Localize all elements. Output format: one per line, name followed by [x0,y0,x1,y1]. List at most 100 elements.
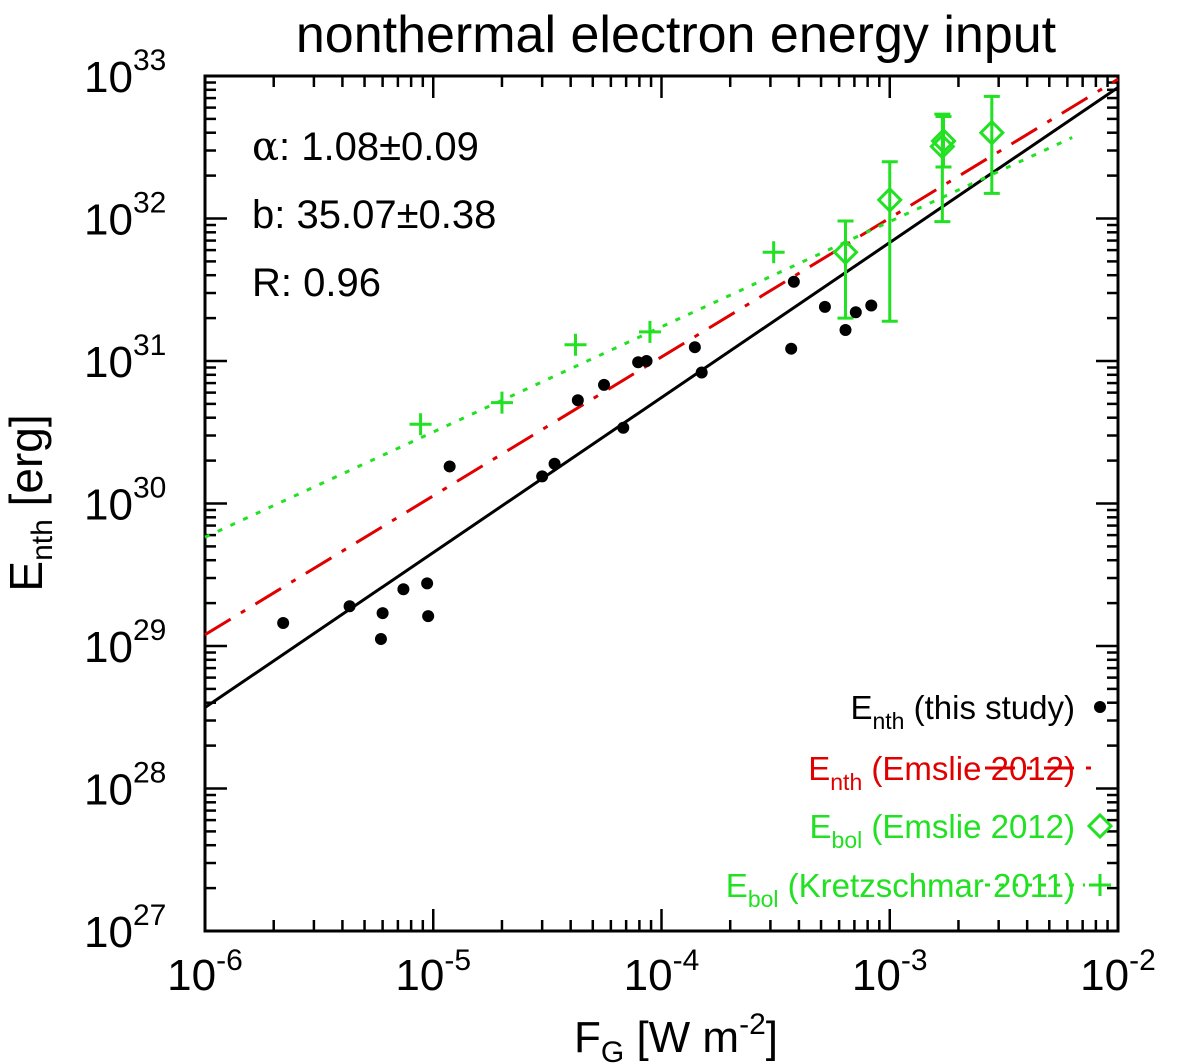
y-tick-label: 1029 [84,614,166,672]
y-tick-exponent: 31 [133,329,166,362]
data-point [839,324,852,337]
fit-line [204,136,1073,539]
stats-annotations: α: 1.08±0.09 b: 35.07±0.38 R: 0.96 [252,124,496,305]
data-point [818,300,831,313]
x-axis-label-end: ] [766,1013,778,1062]
data-point [849,306,862,319]
y-axis-label-main: E [0,561,52,592]
legend-plus [1089,874,1111,896]
data-point [598,378,611,391]
data-point [277,617,290,630]
legend-entry-label: Ebol (Kretzschmar 2011) [726,867,1075,912]
x-axis-label-sup: -2 [739,1008,766,1041]
y-axis-label-rest: [erg] [0,414,52,519]
legend-rest: (Emslie 2012) [862,750,1075,787]
stats-line: R: 0.96 [252,261,381,305]
y-tick-base: 10 [84,53,133,102]
y-axis-label-sub: nth [26,519,59,561]
y-tick-label: 1033 [84,44,166,102]
y-tick-base: 10 [84,481,133,530]
data-point [343,600,356,613]
y-tick-label: 1028 [84,757,166,815]
stats-value: b: 35.07±0.38 [252,193,496,237]
data-point [443,460,456,473]
chart-root: nonthermal electron energy input 10-6 10-… [0,6,1156,1064]
y-tick-exponent: 32 [133,187,166,220]
legend-rest: (Emslie 2012) [862,808,1075,845]
data-point-plus [564,333,587,356]
data-point [688,341,701,354]
x-tick-label: 10-6 [167,944,243,1000]
x-tick-base: 10 [167,951,216,1000]
data-point-plus [638,320,661,343]
data-point-plus [490,391,513,414]
data-point [695,366,708,379]
y-tick-exponent: 29 [133,614,166,647]
y-tick-base: 10 [84,196,133,245]
y-tick-base: 10 [84,766,133,815]
legend-main: E [810,808,832,845]
data-point [536,470,549,483]
x-axis-label-rest: [W m [624,1013,739,1062]
data-point [785,342,798,355]
data-point-diamond [832,239,859,266]
fit-lines [204,77,1119,709]
data-point-diamond [876,186,903,214]
data-point [422,610,435,623]
y-tick-exponent: 33 [133,44,166,77]
y-tick-label: 1032 [84,187,166,245]
x-tick-exponent: -6 [216,944,243,977]
data-point [421,577,434,590]
y-tick-label: 1031 [84,329,166,387]
legend-dot [1094,701,1106,713]
x-tick-base: 10 [624,951,673,1000]
tick-labels: 10-6 10-5 10-4 10-3 10-210271028102910301031… [84,44,1156,1000]
legend-subscript: nth [872,708,904,734]
legend-entry-label: Enth (Emslie 2012) [808,750,1075,795]
markers [277,119,1005,645]
y-tick-base: 10 [84,908,133,957]
fit-line [204,77,1119,636]
data-point [374,632,387,645]
x-tick-base: 10 [852,951,901,1000]
x-tick-label: 10-4 [624,944,700,1000]
x-tick-label: 10-3 [852,944,928,1000]
legend-subscript: bol [748,886,779,912]
x-tick-base: 10 [1080,951,1129,1000]
y-tick-label: 1030 [84,472,166,530]
data-point [640,355,653,367]
legend-main: E [726,867,748,904]
data-point-diamond [978,119,1005,146]
stats-line: α: 1.08±0.09 [252,124,479,170]
legend-rest: (this study) [904,689,1075,726]
data-point [548,457,561,470]
y-tick-exponent: 30 [133,472,166,505]
x-axis-label-sub: G [601,1036,624,1064]
stats-value: : 1.08±0.09 [279,125,479,169]
data-point [397,583,410,596]
y-tick-base: 10 [84,623,133,672]
legend-diamond [1086,812,1114,840]
y-tick-base: 10 [84,338,133,387]
data-point-diamond [930,127,957,155]
data-point [571,394,584,407]
x-tick-exponent: -5 [444,944,471,977]
data-point-plus [409,413,432,436]
x-axis-label: FG [W m-2] [574,1008,778,1064]
x-tick-base: 10 [395,951,444,1000]
stats-line: b: 35.07±0.38 [252,193,496,237]
data-point [787,275,800,288]
y-tick-exponent: 28 [133,757,166,790]
legend-rest: (Kretzschmar 2011) [779,867,1075,904]
fit-line [204,86,1119,709]
legend-main: E [850,689,872,726]
y-tick-exponent: 27 [133,899,166,932]
axis-labels: FG [W m-2] Enth [erg] [0,414,778,1064]
data-point [865,299,878,312]
x-tick-exponent: -4 [673,944,700,977]
data-point-plus [762,241,785,264]
legend-subscript: bol [832,827,863,853]
data-point [617,421,630,434]
legend: Enth (this study) Enth (Emslie 2012) Ebol … [726,689,1114,912]
